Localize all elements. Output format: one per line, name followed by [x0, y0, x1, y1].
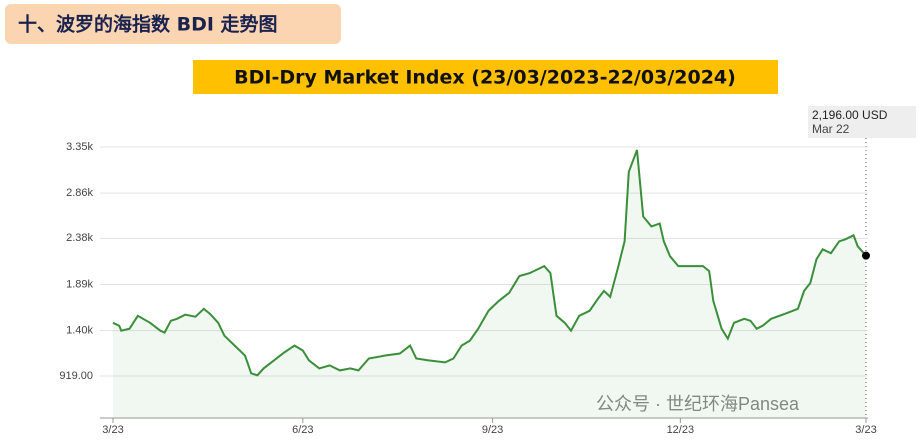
area — [113, 150, 866, 418]
x-tick-label: 9/23 — [482, 424, 503, 436]
x-tick-label: 3/23 — [855, 424, 876, 436]
tooltip-date: Mar 22 — [812, 122, 850, 136]
chart-title: BDI-Dry Market Index (23/03/2023-22/03/2… — [234, 67, 736, 89]
y-tick-label: 919.00 — [59, 370, 93, 382]
y-tick-label: 3.35k — [66, 141, 93, 153]
tooltip-value: 2,196.00 USD — [812, 108, 888, 122]
last-point — [862, 251, 870, 260]
x-tick-label: 12/23 — [667, 424, 695, 436]
y-tick-label: 2.86k — [66, 187, 93, 199]
x-tick-label: 6/23 — [292, 424, 313, 436]
y-tick-label: 1.89k — [66, 278, 93, 290]
title-box — [193, 60, 778, 94]
header-box — [5, 4, 341, 44]
y-tick-label: 2.38k — [66, 232, 93, 244]
x-tick-label: 3/23 — [102, 424, 123, 436]
line — [112, 149, 867, 377]
watermark: 公众号 · 世纪环海Pansea — [596, 394, 800, 414]
header-title: 十、波罗的海指数 BDI 走势图 — [18, 13, 278, 36]
tooltip-box — [808, 106, 916, 138]
y-tick-label: 1.40k — [66, 325, 93, 337]
